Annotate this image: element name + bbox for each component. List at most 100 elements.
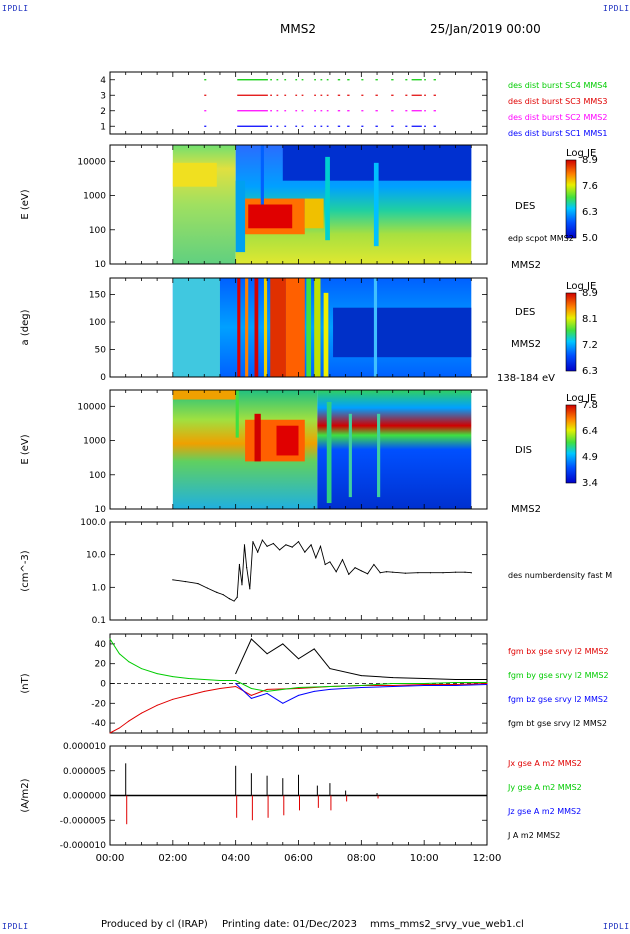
density-point <box>367 573 369 575</box>
bfield-point <box>329 685 331 687</box>
bfield-point <box>455 684 457 686</box>
bfield-point <box>423 683 425 685</box>
density-ytick-label: 10.0 <box>86 551 106 561</box>
bfield-point <box>298 687 299 689</box>
bfield-legend-entry: fgm bt gse srvy l2 MMS2 <box>508 719 607 728</box>
bfield-ytick-label: 0 <box>100 680 106 690</box>
bfield-point <box>235 683 237 684</box>
current-ylabel: (A/m2) <box>20 778 31 812</box>
bfield-series-line <box>109 683 488 734</box>
density-point <box>261 539 263 541</box>
des-pitch-pixel <box>323 292 329 377</box>
bfield-legend-entry: fgm by gse srvy l2 MMS2 <box>508 671 609 680</box>
dis-energy-colorbar <box>565 404 577 484</box>
des-energy-ytick-label: 10000 <box>77 157 106 167</box>
dis-energy-pixel <box>235 390 239 438</box>
density-point <box>417 572 419 574</box>
density-point <box>429 572 432 574</box>
bfield-point <box>203 679 205 681</box>
current-legend-entry: Jy gse A m2 MMS2 <box>507 783 582 792</box>
burst-legend-entry: des dist burst SC3 MMS3 <box>508 97 607 106</box>
bfield-point <box>140 712 142 714</box>
density-legend-entry: des numberdensity fast M <box>508 571 612 580</box>
des-pitch-colorbar-title: Log JE <box>566 281 596 292</box>
current-legend-entry: Jx gse A m2 MMS2 <box>507 759 582 768</box>
dis-energy-right-label: DIS <box>515 445 532 456</box>
bfield-legend-entry: fgm bz gse srvy l2 MMS2 <box>508 695 608 704</box>
density-point <box>233 600 235 602</box>
des-energy-pixel <box>260 145 264 205</box>
des-pitch-pixel <box>263 278 268 377</box>
bfield-point <box>486 683 488 685</box>
des-pitch-colorbar-tick: 8.9 <box>582 288 598 299</box>
burst-ytick-label: 2 <box>100 107 106 117</box>
des-pitch-pixel <box>285 278 305 377</box>
des-energy-colorbar-tick: 8.9 <box>582 155 598 166</box>
bfield-point <box>486 682 488 684</box>
dis-energy-ytick-label: 1000 <box>83 437 106 447</box>
burst-legend-entry: des dist burst SC1 MMS1 <box>508 129 607 138</box>
bfield-point <box>172 676 174 678</box>
density-point <box>291 546 293 548</box>
dis-energy-ytick-label: 100 <box>89 471 106 481</box>
bfield-point <box>486 683 488 684</box>
current-xtick-label: 02:00 <box>158 853 187 864</box>
bfield-point <box>266 653 268 655</box>
bfield-point <box>455 682 457 684</box>
bfield-ytick-label: 40 <box>95 640 107 650</box>
bfield-point <box>156 673 158 675</box>
density-point <box>341 559 344 561</box>
des-pitch-pixel <box>373 278 378 377</box>
des-energy-right-label-3: MMS2 <box>511 260 541 271</box>
current-legend-entry: J A m2 MMS2 <box>507 831 560 840</box>
bfield-point <box>109 638 111 640</box>
current-ytick-label: -0.000010 <box>60 841 106 851</box>
des-pitch-pixel <box>237 278 241 377</box>
density-point <box>241 584 243 586</box>
des-pitch-ytick-label: 0 <box>100 373 106 383</box>
density-frame <box>109 521 488 621</box>
density-point <box>206 587 208 589</box>
bfield-point <box>392 684 394 686</box>
des-pitch-pixel <box>172 278 220 377</box>
des-pitch-colorbar-tick: 8.1 <box>582 314 598 325</box>
dis-energy-colorbar-title: Log JE <box>566 393 596 404</box>
des-energy-pixel <box>235 180 246 253</box>
density-point <box>373 563 375 566</box>
density-point <box>249 588 251 590</box>
density-point <box>228 598 230 600</box>
density-point <box>246 567 248 569</box>
current-xtick-label: 08:00 <box>347 853 376 864</box>
density-point <box>404 572 406 574</box>
des-energy-right-label-2: edp scpot MMS2 <box>508 234 574 243</box>
density-point <box>297 541 300 543</box>
datetime-title: 25/Jan/2019 00:00 <box>430 22 541 36</box>
density-point <box>392 571 394 573</box>
burst-frame <box>109 71 488 135</box>
density-point <box>319 545 322 547</box>
bfield-point <box>423 683 425 684</box>
des-pitch-pixel <box>270 278 286 377</box>
bfield-point <box>360 684 362 686</box>
des-energy-ylabel: E (eV) <box>20 189 31 219</box>
density-point <box>236 596 238 598</box>
density-point <box>385 571 388 573</box>
density-point <box>442 572 444 574</box>
dis-energy-pixel <box>317 390 472 509</box>
burst-ytick-label: 1 <box>100 122 106 132</box>
dis-energy-pixel <box>326 401 332 504</box>
dis-energy-colorbar-tick: 6.4 <box>582 426 598 437</box>
bfield-point <box>392 685 394 687</box>
bfield-point <box>266 688 268 690</box>
burst-ytick-label: 4 <box>100 76 106 86</box>
bfield-point <box>282 643 284 645</box>
dis-energy-ytick-label: 10 <box>95 505 107 515</box>
density-point <box>329 561 331 563</box>
density-point <box>216 591 218 593</box>
density-point <box>324 563 326 566</box>
bfield-point <box>313 690 315 692</box>
density-point <box>272 542 274 545</box>
des-pitch-pixel <box>306 278 312 377</box>
bfield-point <box>266 692 268 694</box>
